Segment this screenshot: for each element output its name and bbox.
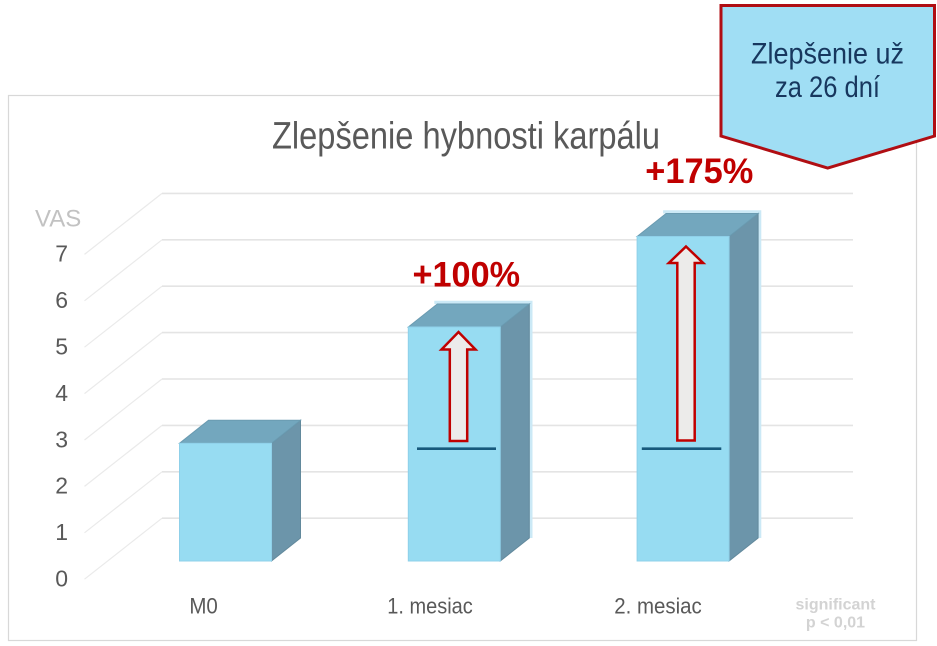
svg-text:6: 6: [55, 287, 68, 313]
svg-text:p < 0,01: p < 0,01: [806, 615, 865, 632]
svg-text:2. mesiac: 2. mesiac: [614, 594, 702, 619]
svg-text:Zlepšenie hybnosti karpálu: Zlepšenie hybnosti karpálu: [272, 116, 660, 158]
svg-text:3: 3: [55, 426, 68, 452]
svg-text:2: 2: [55, 473, 68, 499]
svg-text:1. mesiac: 1. mesiac: [387, 594, 473, 619]
svg-text:5: 5: [55, 334, 68, 360]
svg-text:M0: M0: [189, 594, 218, 619]
svg-text:significant: significant: [795, 597, 876, 614]
svg-text:+100%: +100%: [413, 254, 521, 294]
svg-text:VAS: VAS: [35, 206, 81, 233]
svg-text:1: 1: [55, 519, 68, 545]
svg-text:4: 4: [55, 380, 68, 406]
svg-text:Zlepšenie už: Zlepšenie už: [751, 38, 904, 71]
svg-text:+175%: +175%: [645, 151, 753, 191]
svg-text:0: 0: [55, 566, 68, 592]
svg-text:7: 7: [55, 241, 68, 267]
svg-text:za 26 dní: za 26 dní: [775, 71, 881, 104]
